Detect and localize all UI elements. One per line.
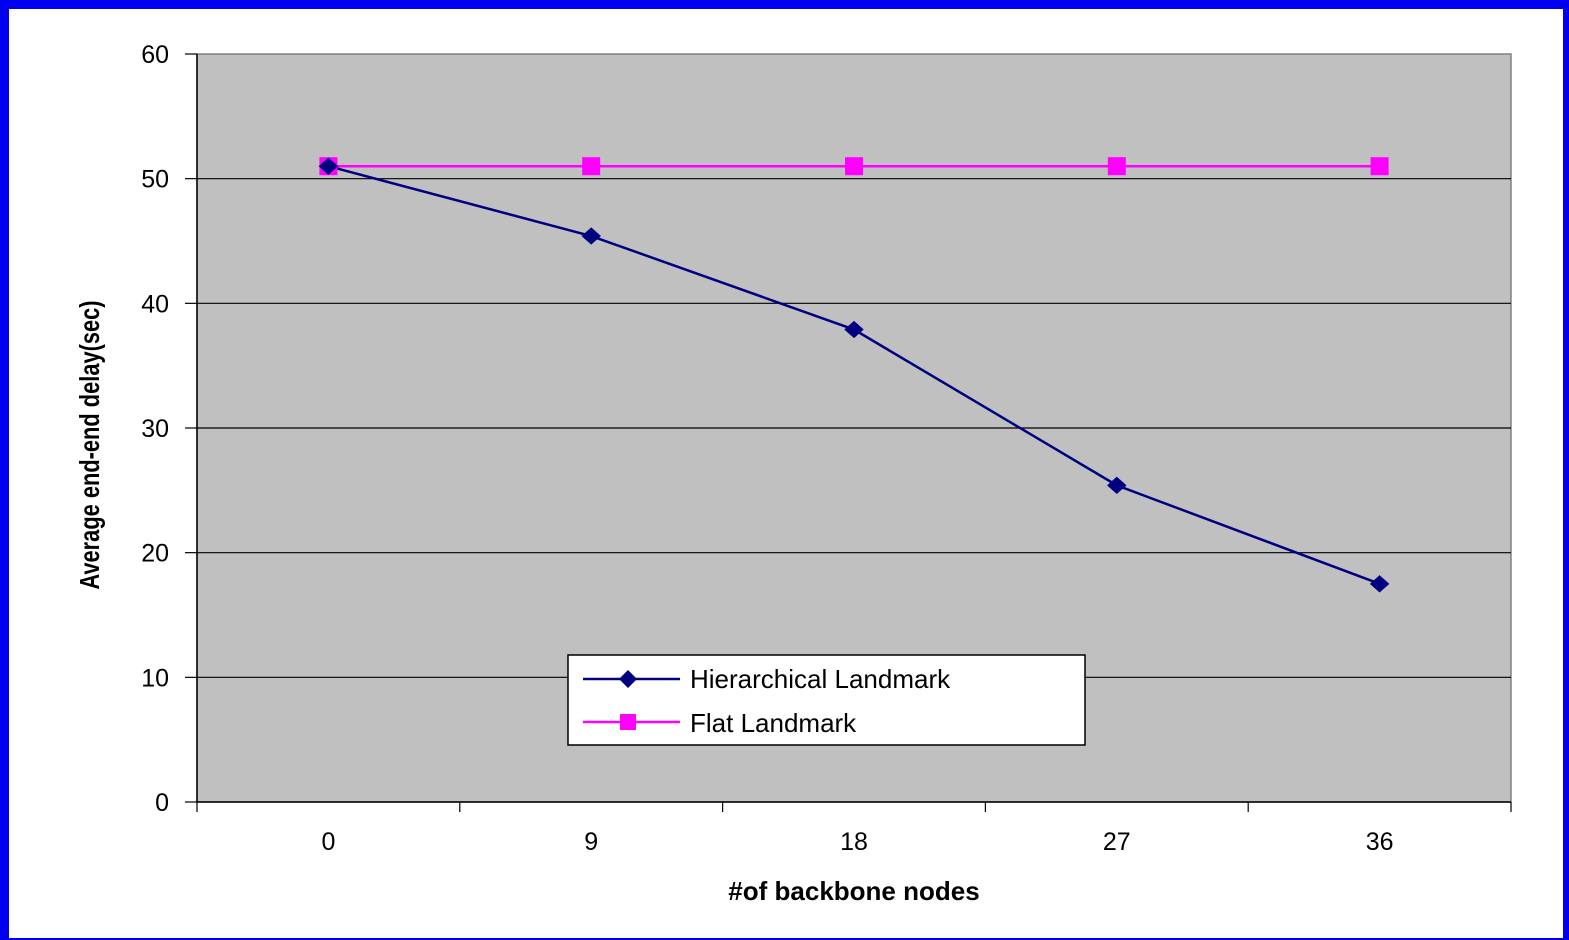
y-axis-title: Average end-end delay(sec) <box>74 300 105 589</box>
data-point-hierarchical <box>1107 476 1127 495</box>
y-tick-label: 10 <box>141 664 169 692</box>
y-tick-label: 60 <box>141 41 169 69</box>
legend-label-hierarchical: Hierarchical Landmark <box>690 664 951 694</box>
data-point-hierarchical <box>581 227 601 245</box>
x-tick-label: 36 <box>1366 828 1394 856</box>
series-layer <box>318 157 1390 593</box>
legend-label-flat: Flat Landmark <box>690 708 857 738</box>
y-tick-label: 20 <box>141 540 169 568</box>
legend-marker-hierarchical <box>619 670 637 688</box>
y-tick-label: 0 <box>155 789 169 817</box>
data-point-flat <box>1107 157 1126 176</box>
y-tick-label: 40 <box>141 290 169 318</box>
y-tick-labels: 0 10 20 30 40 50 60 <box>141 41 169 817</box>
x-tick-label: 9 <box>584 828 598 856</box>
x-tick-label: 18 <box>840 828 868 856</box>
x-tick-label: 0 <box>321 828 335 856</box>
data-point-flat <box>1370 157 1389 176</box>
y-tick-label: 50 <box>141 166 169 194</box>
y-tick-label: 30 <box>141 415 169 443</box>
legend-marker-flat <box>620 714 636 730</box>
x-axis-title: #of backbone nodes <box>728 876 979 906</box>
data-point-flat <box>845 157 863 176</box>
x-tick-labels: 0 9 18 27 36 <box>321 828 1393 856</box>
gridlines <box>197 178 1511 678</box>
axes <box>185 53 1512 812</box>
data-point-hierarchical <box>1369 575 1390 593</box>
legend-box <box>567 654 1086 746</box>
data-point-hierarchical <box>318 157 339 175</box>
legend: Hierarchical Landmark Flat Landmark <box>567 654 1086 746</box>
data-point-flat <box>582 157 601 176</box>
x-tick-label: 27 <box>1103 828 1131 856</box>
data-point-hierarchical <box>844 320 864 339</box>
